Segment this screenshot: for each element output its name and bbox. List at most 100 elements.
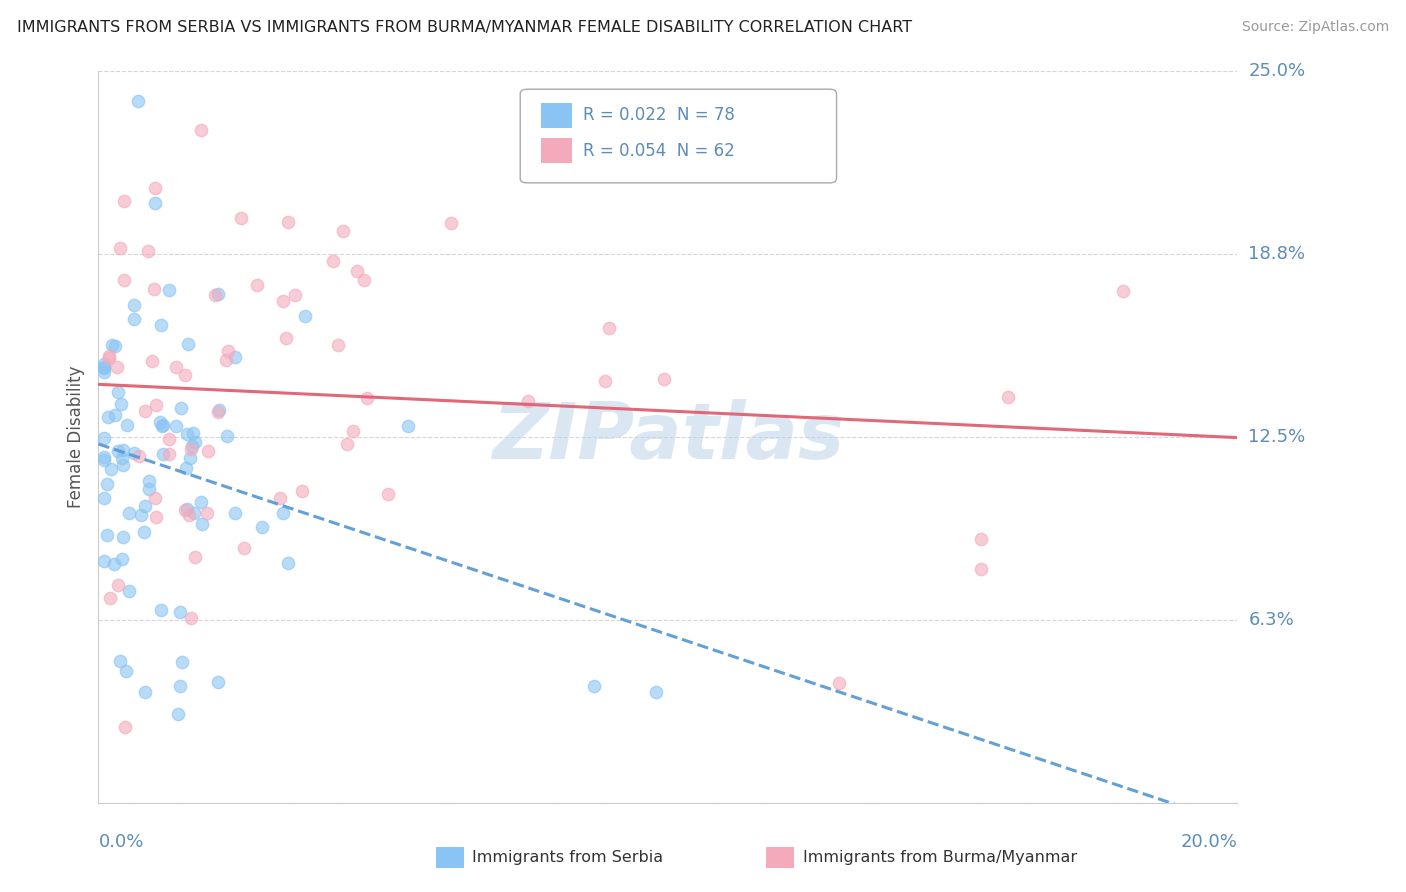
- Point: [356, 391, 378, 405]
- Point: [269, 491, 291, 505]
- Point: [169, 605, 191, 619]
- Point: [93, 359, 115, 374]
- Point: [276, 331, 298, 345]
- Point: [143, 491, 166, 505]
- Text: 25.0%: 25.0%: [1249, 62, 1306, 80]
- Point: [828, 676, 851, 690]
- Point: [157, 432, 180, 446]
- Point: [157, 447, 180, 461]
- Point: [165, 359, 187, 374]
- Point: [342, 424, 364, 438]
- Point: [97, 409, 120, 424]
- Point: [176, 337, 198, 351]
- Point: [167, 707, 190, 722]
- Text: ZIPatlas: ZIPatlas: [492, 399, 844, 475]
- Point: [122, 298, 145, 312]
- Point: [215, 353, 238, 368]
- Point: [190, 123, 212, 137]
- Point: [152, 417, 174, 432]
- Point: [105, 359, 128, 374]
- Point: [142, 282, 165, 296]
- Point: [207, 405, 229, 419]
- Point: [93, 491, 115, 505]
- Point: [165, 419, 187, 434]
- Point: [1112, 284, 1135, 298]
- Point: [93, 450, 115, 465]
- Text: Source: ZipAtlas.com: Source: ZipAtlas.com: [1241, 20, 1389, 34]
- Point: [134, 404, 156, 418]
- Point: [111, 552, 134, 566]
- Point: [107, 443, 129, 458]
- Point: [224, 506, 246, 520]
- Text: 18.8%: 18.8%: [1249, 245, 1305, 263]
- Point: [170, 655, 193, 669]
- Point: [96, 476, 118, 491]
- Point: [191, 517, 214, 532]
- Point: [582, 679, 605, 693]
- Point: [377, 487, 399, 501]
- Point: [97, 351, 120, 365]
- Point: [184, 549, 207, 564]
- Point: [149, 415, 172, 429]
- Point: [246, 277, 269, 292]
- Point: [110, 397, 132, 411]
- Point: [107, 384, 129, 399]
- Point: [112, 530, 135, 544]
- Point: [598, 320, 620, 334]
- Point: [217, 344, 239, 359]
- Point: [93, 357, 115, 371]
- Point: [108, 242, 131, 256]
- Point: [645, 684, 668, 698]
- Text: 20.0%: 20.0%: [1181, 833, 1237, 851]
- Point: [128, 450, 150, 464]
- Point: [150, 603, 173, 617]
- Point: [93, 431, 115, 445]
- Point: [204, 288, 226, 302]
- Point: [207, 674, 229, 689]
- Point: [229, 211, 252, 225]
- Point: [180, 439, 202, 453]
- Point: [294, 310, 316, 324]
- Point: [176, 501, 198, 516]
- Point: [107, 578, 129, 592]
- Point: [208, 402, 231, 417]
- Text: Immigrants from Serbia: Immigrants from Serbia: [472, 850, 664, 864]
- Text: R = 0.022  N = 78: R = 0.022 N = 78: [583, 106, 735, 124]
- Point: [997, 390, 1019, 404]
- Point: [104, 339, 127, 353]
- Point: [176, 426, 198, 441]
- Point: [118, 507, 141, 521]
- Point: [224, 350, 246, 364]
- Point: [207, 287, 229, 301]
- Point: [145, 510, 167, 524]
- Point: [232, 541, 254, 556]
- Point: [353, 273, 375, 287]
- Point: [114, 720, 136, 734]
- Point: [115, 664, 138, 678]
- Point: [157, 283, 180, 297]
- Point: [174, 503, 197, 517]
- Point: [100, 338, 122, 352]
- Point: [112, 442, 135, 457]
- Point: [122, 446, 145, 460]
- Point: [176, 461, 198, 475]
- Point: [97, 349, 120, 363]
- Point: [181, 425, 204, 440]
- Point: [112, 194, 135, 208]
- Point: [183, 506, 205, 520]
- Point: [190, 494, 212, 508]
- Point: [346, 264, 368, 278]
- Point: [173, 368, 195, 382]
- Text: 0.0%: 0.0%: [98, 833, 143, 851]
- Point: [332, 224, 354, 238]
- Point: [271, 506, 294, 520]
- Point: [180, 442, 202, 457]
- Point: [180, 610, 202, 624]
- Point: [284, 287, 307, 301]
- Point: [111, 458, 134, 472]
- Point: [970, 562, 993, 576]
- Y-axis label: Female Disability: Female Disability: [67, 366, 86, 508]
- Point: [122, 311, 145, 326]
- Text: 12.5%: 12.5%: [1249, 428, 1306, 446]
- Point: [197, 444, 219, 458]
